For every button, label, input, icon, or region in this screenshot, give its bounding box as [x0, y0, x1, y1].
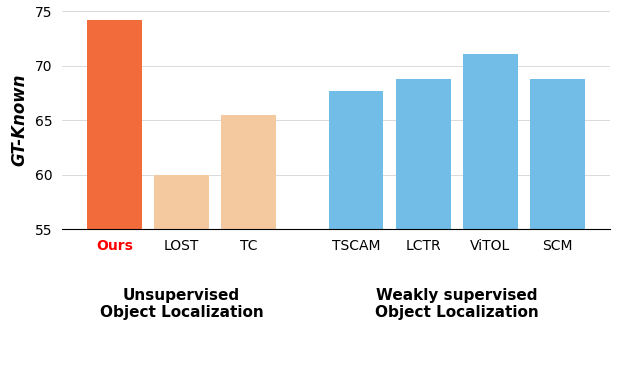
Bar — [396, 79, 450, 370]
Bar — [221, 115, 276, 370]
Bar — [154, 175, 209, 370]
Bar — [463, 54, 518, 370]
Text: Unsupervised
Object Localization: Unsupervised Object Localization — [100, 288, 264, 320]
Y-axis label: GT-Known: GT-Known — [10, 74, 28, 166]
Bar — [87, 20, 142, 370]
Bar — [530, 79, 585, 370]
Bar — [328, 91, 384, 370]
Text: Weakly supervised
Object Localization: Weakly supervised Object Localization — [374, 288, 539, 320]
